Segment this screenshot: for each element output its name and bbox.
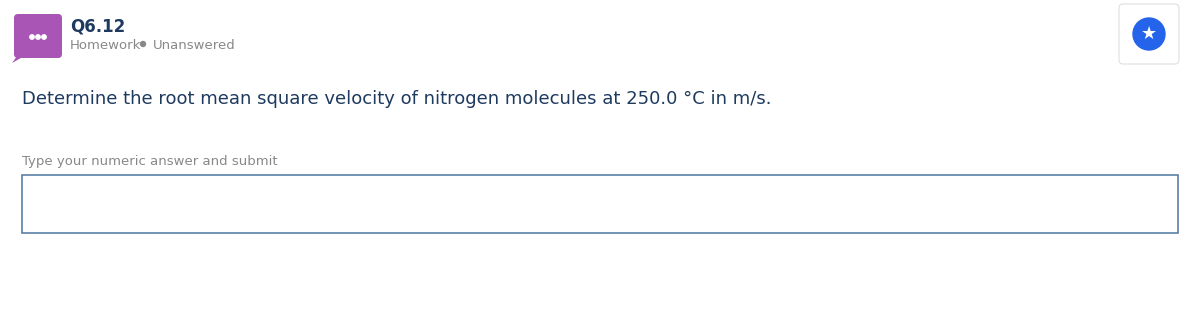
Text: Homework: Homework [70,39,142,52]
FancyBboxPatch shape [22,175,1178,233]
Text: Determine the root mean square velocity of nitrogen molecules at 250.0 °C in m/s: Determine the root mean square velocity … [22,90,772,108]
FancyBboxPatch shape [1120,4,1178,64]
Polygon shape [12,52,28,63]
Text: Unanswered: Unanswered [154,39,235,52]
Circle shape [36,35,41,39]
Text: ★: ★ [1141,25,1157,43]
Circle shape [42,35,47,39]
Circle shape [140,41,145,46]
FancyBboxPatch shape [14,14,62,58]
Circle shape [1133,18,1165,50]
Circle shape [30,35,35,39]
Text: Q6.12: Q6.12 [70,18,125,36]
Text: Type your numeric answer and submit: Type your numeric answer and submit [22,155,277,168]
